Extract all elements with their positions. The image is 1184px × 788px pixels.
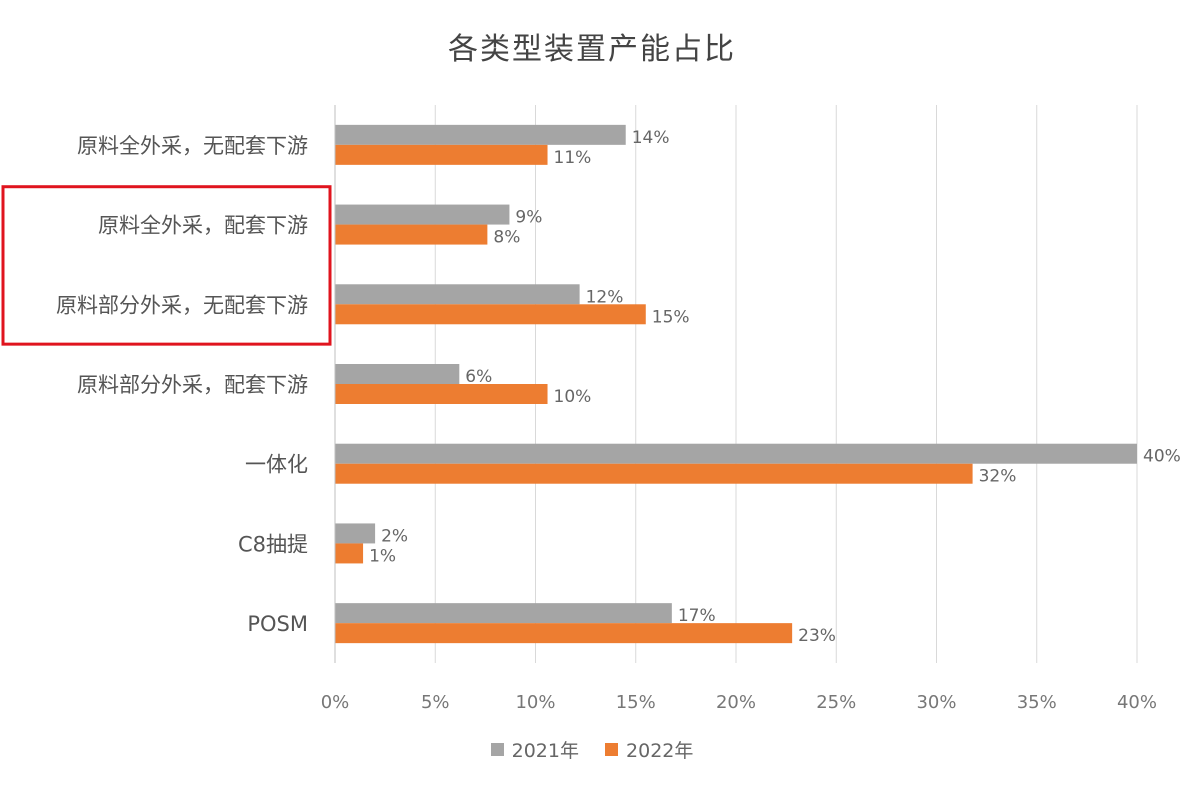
bar-2022 bbox=[335, 224, 488, 245]
data-label: 15% bbox=[652, 307, 690, 327]
legend-swatch-2022 bbox=[605, 743, 619, 756]
bar-2021 bbox=[335, 284, 580, 305]
x-tick-label: 25% bbox=[816, 692, 856, 713]
category-label: POSM bbox=[247, 612, 308, 636]
legend-item-2022: 2022年 bbox=[605, 736, 693, 763]
bar-2022 bbox=[335, 543, 364, 564]
x-tick-label: 30% bbox=[916, 692, 956, 713]
highlight-box bbox=[1, 185, 332, 346]
bar-2021 bbox=[335, 124, 626, 145]
x-tick-label: 40% bbox=[1117, 692, 1157, 713]
legend-swatch-2021 bbox=[490, 743, 504, 756]
bar-2021 bbox=[335, 603, 672, 624]
x-tick-label: 35% bbox=[1017, 692, 1057, 713]
legend-item-2021: 2021年 bbox=[490, 736, 579, 763]
bar-2021 bbox=[335, 204, 510, 225]
category-label: 原料全外采，无配套下游 bbox=[77, 134, 308, 158]
x-tick-label: 20% bbox=[716, 692, 756, 713]
chart-title: 各类型装置产能占比 bbox=[448, 32, 736, 67]
data-label: 2% bbox=[381, 526, 408, 546]
bar-2022 bbox=[335, 623, 793, 644]
bar-2021 bbox=[335, 443, 1137, 464]
legend: 2021年 2022年 bbox=[0, 736, 1184, 763]
data-label: 23% bbox=[798, 626, 836, 646]
x-tick-label: 5% bbox=[421, 692, 450, 713]
data-label: 12% bbox=[586, 287, 624, 307]
category-label: 原料部分外采，配套下游 bbox=[77, 373, 308, 397]
bar-2022 bbox=[335, 384, 548, 404]
data-label: 8% bbox=[493, 228, 520, 248]
legend-label-2021: 2021年 bbox=[511, 740, 579, 762]
bar-2022 bbox=[335, 463, 973, 484]
data-label: 14% bbox=[632, 128, 670, 148]
data-label: 6% bbox=[465, 367, 492, 387]
bar-2022 bbox=[335, 144, 548, 165]
data-label: 32% bbox=[979, 467, 1017, 487]
bar-2021 bbox=[335, 364, 460, 384]
data-label: 11% bbox=[554, 148, 592, 168]
data-label: 40% bbox=[1143, 447, 1181, 467]
data-label: 1% bbox=[369, 546, 396, 566]
x-tick-label: 15% bbox=[616, 692, 656, 713]
category-label: 一体化 bbox=[245, 453, 308, 477]
data-label: 10% bbox=[554, 387, 592, 407]
data-label: 9% bbox=[515, 208, 542, 228]
category-label: C8抽提 bbox=[238, 532, 308, 556]
x-tick-label: 10% bbox=[515, 692, 555, 713]
category-label: 原料全外采，配套下游 bbox=[98, 214, 308, 238]
category-label: 原料部分外采，无配套下游 bbox=[56, 293, 308, 317]
x-tick-label: 0% bbox=[321, 692, 350, 713]
bar-2021 bbox=[335, 523, 376, 544]
data-label: 17% bbox=[678, 606, 716, 626]
bar-2022 bbox=[335, 304, 646, 325]
legend-label-2022: 2022年 bbox=[626, 740, 694, 762]
